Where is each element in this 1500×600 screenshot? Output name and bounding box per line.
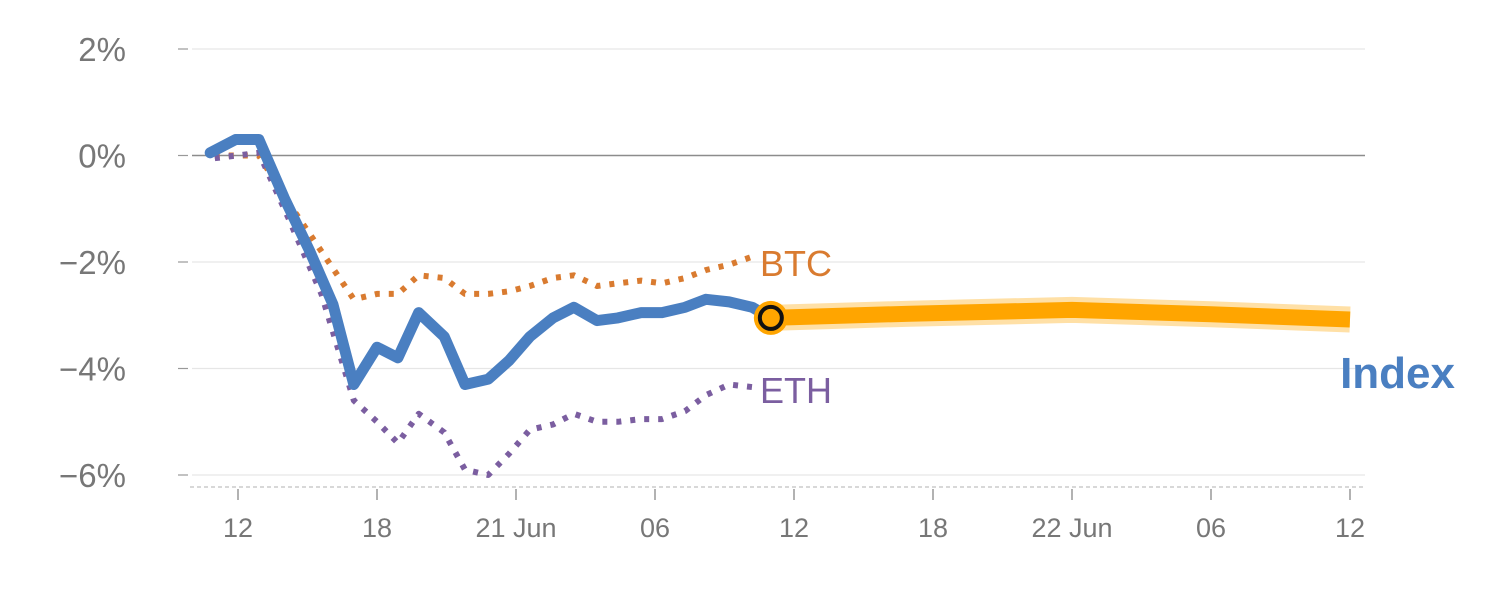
y-tick-label: 0% xyxy=(78,138,126,175)
x-tick-label: 18 xyxy=(362,513,392,543)
y-axis: 2% 0% −2% −4% −6% xyxy=(59,31,188,494)
grid-layer xyxy=(192,48,1365,476)
btc-series-label: BTC xyxy=(760,243,832,284)
current-point-marker xyxy=(757,304,784,331)
y-tick-label: 2% xyxy=(78,31,126,68)
series-layer xyxy=(204,134,1351,478)
x-tick-label: 12 xyxy=(779,513,809,543)
x-tick-label: 18 xyxy=(918,513,948,543)
eth-series-label: ETH xyxy=(760,370,832,411)
y-tick-label: −2% xyxy=(59,244,126,281)
x-tick-label: 06 xyxy=(1196,513,1226,543)
x-tick-label: 12 xyxy=(1335,513,1365,543)
x-axis: 12 18 21 Jun 06 12 18 22 Jun 06 12 xyxy=(190,486,1365,543)
index-series-line xyxy=(204,134,777,390)
eth-series-line xyxy=(214,149,753,478)
y-tick-label: −6% xyxy=(59,457,126,494)
x-tick-label: 22 Jun xyxy=(1031,513,1112,543)
x-tick-label: 21 Jun xyxy=(475,513,556,543)
y-tick-label: −4% xyxy=(59,351,126,388)
index-projection-line xyxy=(770,301,1351,328)
index-series-label: Index xyxy=(1340,349,1455,398)
x-tick-label: 12 xyxy=(223,513,253,543)
btc-series-line xyxy=(214,152,754,303)
x-tick-label: 06 xyxy=(640,513,670,543)
label-layer: BTC ETH Index xyxy=(760,243,1456,411)
